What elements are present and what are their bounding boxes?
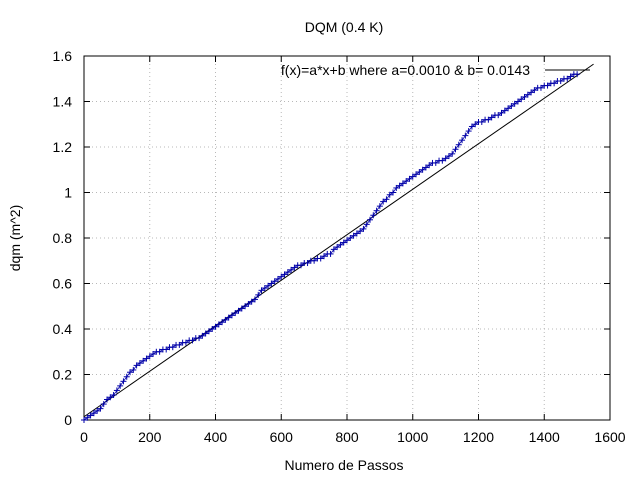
y-tick-label: 0.8: [53, 230, 73, 246]
tick-marks: [83, 55, 611, 421]
x-tick-label: 800: [335, 429, 359, 445]
y-tick-label: 1: [64, 185, 72, 201]
y-tick-label: 0.2: [53, 367, 73, 383]
y-tick-label: 1.2: [53, 139, 73, 155]
fit-line: [83, 63, 594, 418]
y-tick-label: 1.6: [53, 48, 73, 64]
y-tick-label: 0.6: [53, 276, 73, 292]
y-tick-label: 1.4: [53, 94, 73, 110]
x-tick-label: 0: [80, 429, 88, 445]
x-tick-labels: 0 200 400 600 800 1000 1200 1400 1600: [80, 429, 626, 445]
x-tick-label: 1400: [529, 429, 560, 445]
legend: f(x)=a*x+b where a=0.0010 & b= 0.0143: [281, 62, 590, 78]
data-series-path: [83, 73, 578, 421]
points-layer: [81, 71, 581, 423]
x-axis-label: Numero de Passos: [284, 457, 403, 473]
x-tick-label: 1000: [397, 429, 428, 445]
y-tick-labels: 0 0.2 0.4 0.6 0.8 1 1.2 1.4 1.6: [53, 48, 73, 428]
x-tick-label: 1600: [594, 429, 625, 445]
y-tick-label: 0: [64, 412, 72, 428]
x-tick-label: 1200: [463, 429, 494, 445]
x-tick-label: 600: [270, 429, 294, 445]
y-axis-label: dqm (m^2): [7, 205, 23, 271]
x-tick-label: 400: [204, 429, 228, 445]
chart-title: DQM (0.4 K): [305, 19, 384, 35]
x-tick-label: 200: [138, 429, 162, 445]
grid-lines: [84, 56, 610, 420]
legend-fit-label: f(x)=a*x+b where a=0.0010 & b= 0.0143: [281, 62, 530, 78]
y-tick-label: 0.4: [53, 321, 73, 337]
fit-layer: [83, 63, 594, 418]
